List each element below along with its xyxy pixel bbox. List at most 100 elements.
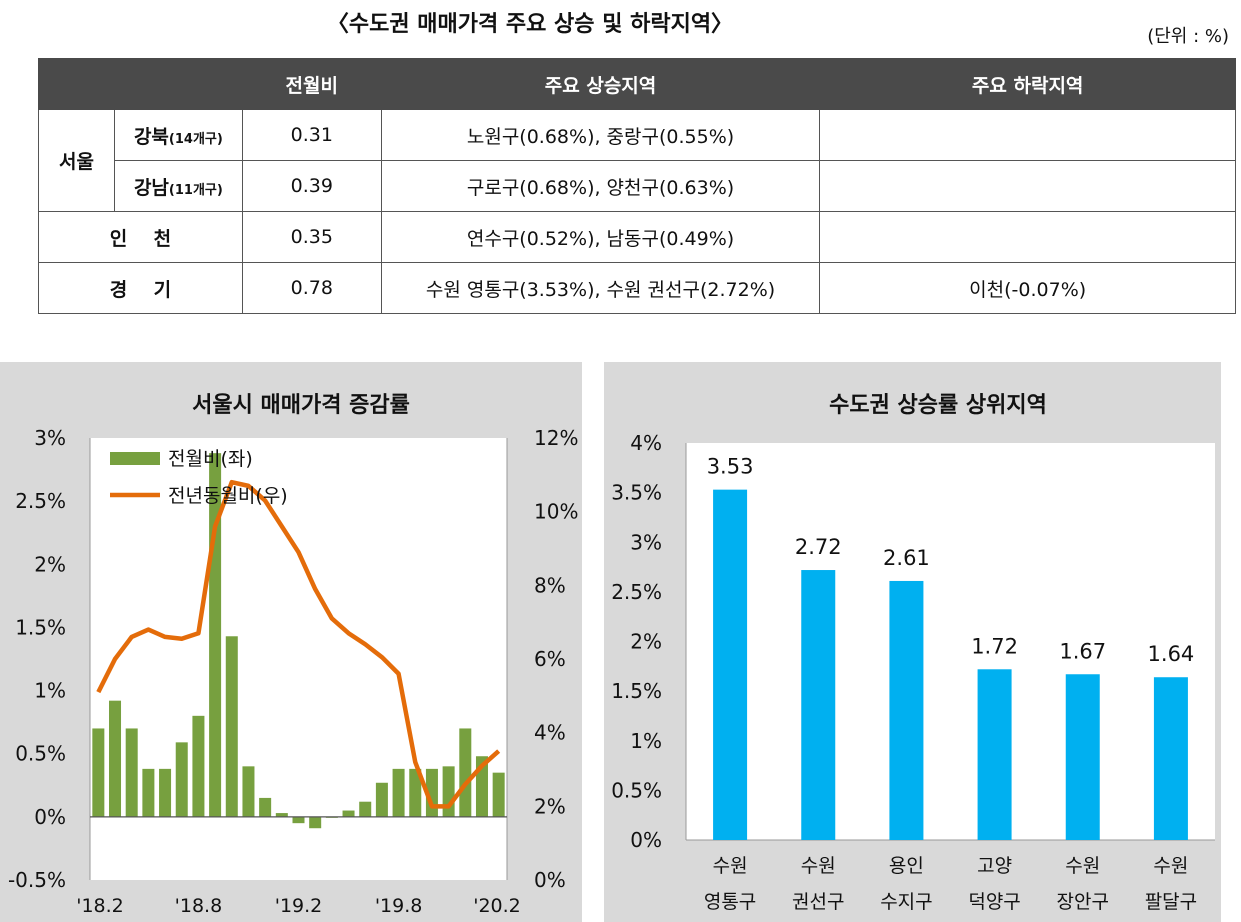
- mom-bar: [242, 766, 255, 817]
- mom-bar: [359, 801, 372, 817]
- col-header-mom: 전월비: [241, 58, 382, 110]
- mom-bar: [259, 797, 272, 817]
- left-axis-tick: 3%: [34, 426, 66, 450]
- region-bar: [801, 570, 836, 840]
- category-label-district: 덕양구: [968, 891, 1020, 913]
- left-axis-tick: 2%: [34, 552, 66, 576]
- unit-label: (단위 : %): [1147, 26, 1229, 47]
- bar-value-label: 1.64: [1148, 642, 1195, 666]
- legend-bar-swatch: [110, 452, 160, 465]
- y-axis-tick: 3.5%: [611, 481, 662, 505]
- x-axis-tick: '18.8: [175, 895, 223, 917]
- x-axis-tick: '19.8: [375, 895, 423, 917]
- y-axis-tick: 2%: [630, 630, 662, 654]
- down-cell: [819, 160, 1236, 212]
- right-axis-tick: 10%: [534, 500, 578, 524]
- table-row: 서울 강북(14개구) 0.31 노원구(0.68%), 중랑구(0.55%): [38, 109, 1236, 212]
- chart-title: 서울시 매매가격 증감률: [192, 393, 410, 418]
- summary-table: 전월비 주요 상승지역 주요 하락지역 서울 강북(14개구) 0.31 노원구…: [38, 58, 1236, 314]
- plot-area: [686, 443, 1215, 840]
- category-label-city: 고양: [977, 855, 1012, 877]
- left-axis-tick: 2.5%: [15, 489, 66, 513]
- col-header-down: 주요 하락지역: [819, 58, 1236, 110]
- right-axis-tick: 0%: [534, 868, 566, 892]
- right-axis-tick: 12%: [534, 426, 578, 450]
- report-title: 〈수도권 매매가격 주요 상승 및 하락지역〉: [326, 12, 734, 37]
- up-cell: 노원구(0.68%), 중랑구(0.55%): [380, 109, 821, 161]
- mom-bar: [392, 768, 405, 817]
- category-label-district: 팔달구: [1145, 891, 1197, 913]
- mom-bar: [292, 816, 305, 824]
- category-label-district: 영통구: [704, 891, 756, 913]
- table-row: 경 기 0.78 수원 영통구(3.53%), 수원 권선구(2.72%) 이천…: [38, 262, 1236, 314]
- y-axis-tick: 1.5%: [611, 679, 662, 703]
- table-row: 강남(11개구) 0.39 구로구(0.68%), 양천구(0.63%): [39, 160, 1236, 212]
- right-axis-tick: 2%: [534, 794, 566, 818]
- y-axis-tick: 4%: [630, 431, 662, 455]
- mom-bar: [442, 766, 455, 817]
- mom-bar: [159, 768, 172, 817]
- mom-bar: [375, 782, 388, 817]
- mom-bar: [409, 768, 422, 817]
- bar-value-label: 2.72: [795, 535, 842, 559]
- down-cell: [819, 211, 1236, 263]
- yoy-line: [96, 479, 501, 809]
- left-axis-tick: 0%: [34, 805, 66, 829]
- left-axis-tick: 1.5%: [15, 615, 66, 639]
- x-axis-tick: '20.2: [473, 895, 521, 917]
- table-row: 인 천 0.35 연수구(0.52%), 남동구(0.49%): [38, 211, 1236, 263]
- region-bar: [1065, 674, 1100, 840]
- mom-bar: [192, 715, 205, 817]
- bar-value-label: 2.61: [883, 546, 930, 570]
- col-header-up: 주요 상승지역: [380, 58, 821, 110]
- region-cell: 강남(11개구): [113, 160, 243, 212]
- category-label-city: 수원: [1065, 855, 1100, 877]
- up-cell: 연수구(0.52%), 남동구(0.49%): [380, 211, 821, 263]
- region-bar: [889, 580, 924, 840]
- mom-bar: [342, 810, 355, 817]
- y-axis-tick: 0%: [630, 828, 662, 852]
- region-bar: [1153, 677, 1188, 840]
- region-sub: (14개구): [168, 131, 223, 147]
- right-axis-tick: 4%: [534, 721, 566, 745]
- category-label-city: 용인: [889, 855, 924, 877]
- up-cell: 수원 영통구(3.53%), 수원 권선구(2.72%): [380, 262, 821, 314]
- left-axis-tick: 1%: [34, 679, 66, 703]
- bar-value-label: 1.72: [971, 634, 1018, 658]
- mom-bar: [209, 453, 222, 817]
- y-axis-tick: 3%: [630, 530, 662, 554]
- bar-value-label: 3.53: [707, 455, 754, 479]
- mom-bar: [459, 728, 472, 817]
- mom-bar: [275, 813, 288, 817]
- region-cell: 강북(14개구): [113, 109, 243, 161]
- left-axis-tick: 0.5%: [15, 742, 66, 766]
- region-cell: 인 천: [38, 211, 243, 263]
- mom-bar: [492, 772, 505, 817]
- mom-bar: [225, 636, 238, 817]
- mom-bar: [92, 728, 105, 817]
- region-name: 강남: [133, 176, 169, 199]
- down-cell: [819, 109, 1236, 161]
- mom-bar: [175, 742, 188, 817]
- region-bar: [977, 669, 1012, 840]
- down-cell: 이천(-0.07%): [819, 262, 1236, 314]
- mom-bar: [109, 700, 122, 817]
- category-label-district: 장안구: [1057, 891, 1109, 913]
- right-axis-tick: 6%: [534, 647, 566, 671]
- mom-bar: [125, 728, 138, 817]
- up-cell: 구로구(0.68%), 양천구(0.63%): [380, 160, 821, 212]
- legend-label: 전월비(좌): [168, 448, 253, 470]
- table-header-row: 전월비 주요 상승지역 주요 하락지역: [38, 58, 1236, 110]
- mom-cell: 0.78: [241, 262, 382, 314]
- right-axis-tick: 8%: [534, 573, 566, 597]
- region-bar: [713, 489, 748, 840]
- seoul-chart-panel: 서울시 매매가격 증감률 3% 2.5% 2% 1.5% 1% 0.5% 0% -0.5% 12%…: [0, 362, 582, 922]
- category-label-city: 수원: [1153, 855, 1188, 877]
- y-axis-tick: 0.5%: [611, 778, 662, 802]
- region-sub: (11개구): [168, 182, 223, 198]
- category-label-city: 수원: [713, 855, 748, 877]
- mom-cell: 0.39: [241, 160, 382, 212]
- mom-cell: 0.31: [241, 109, 382, 161]
- seoul-label: 서울: [38, 109, 115, 212]
- mom-bar: [142, 768, 155, 817]
